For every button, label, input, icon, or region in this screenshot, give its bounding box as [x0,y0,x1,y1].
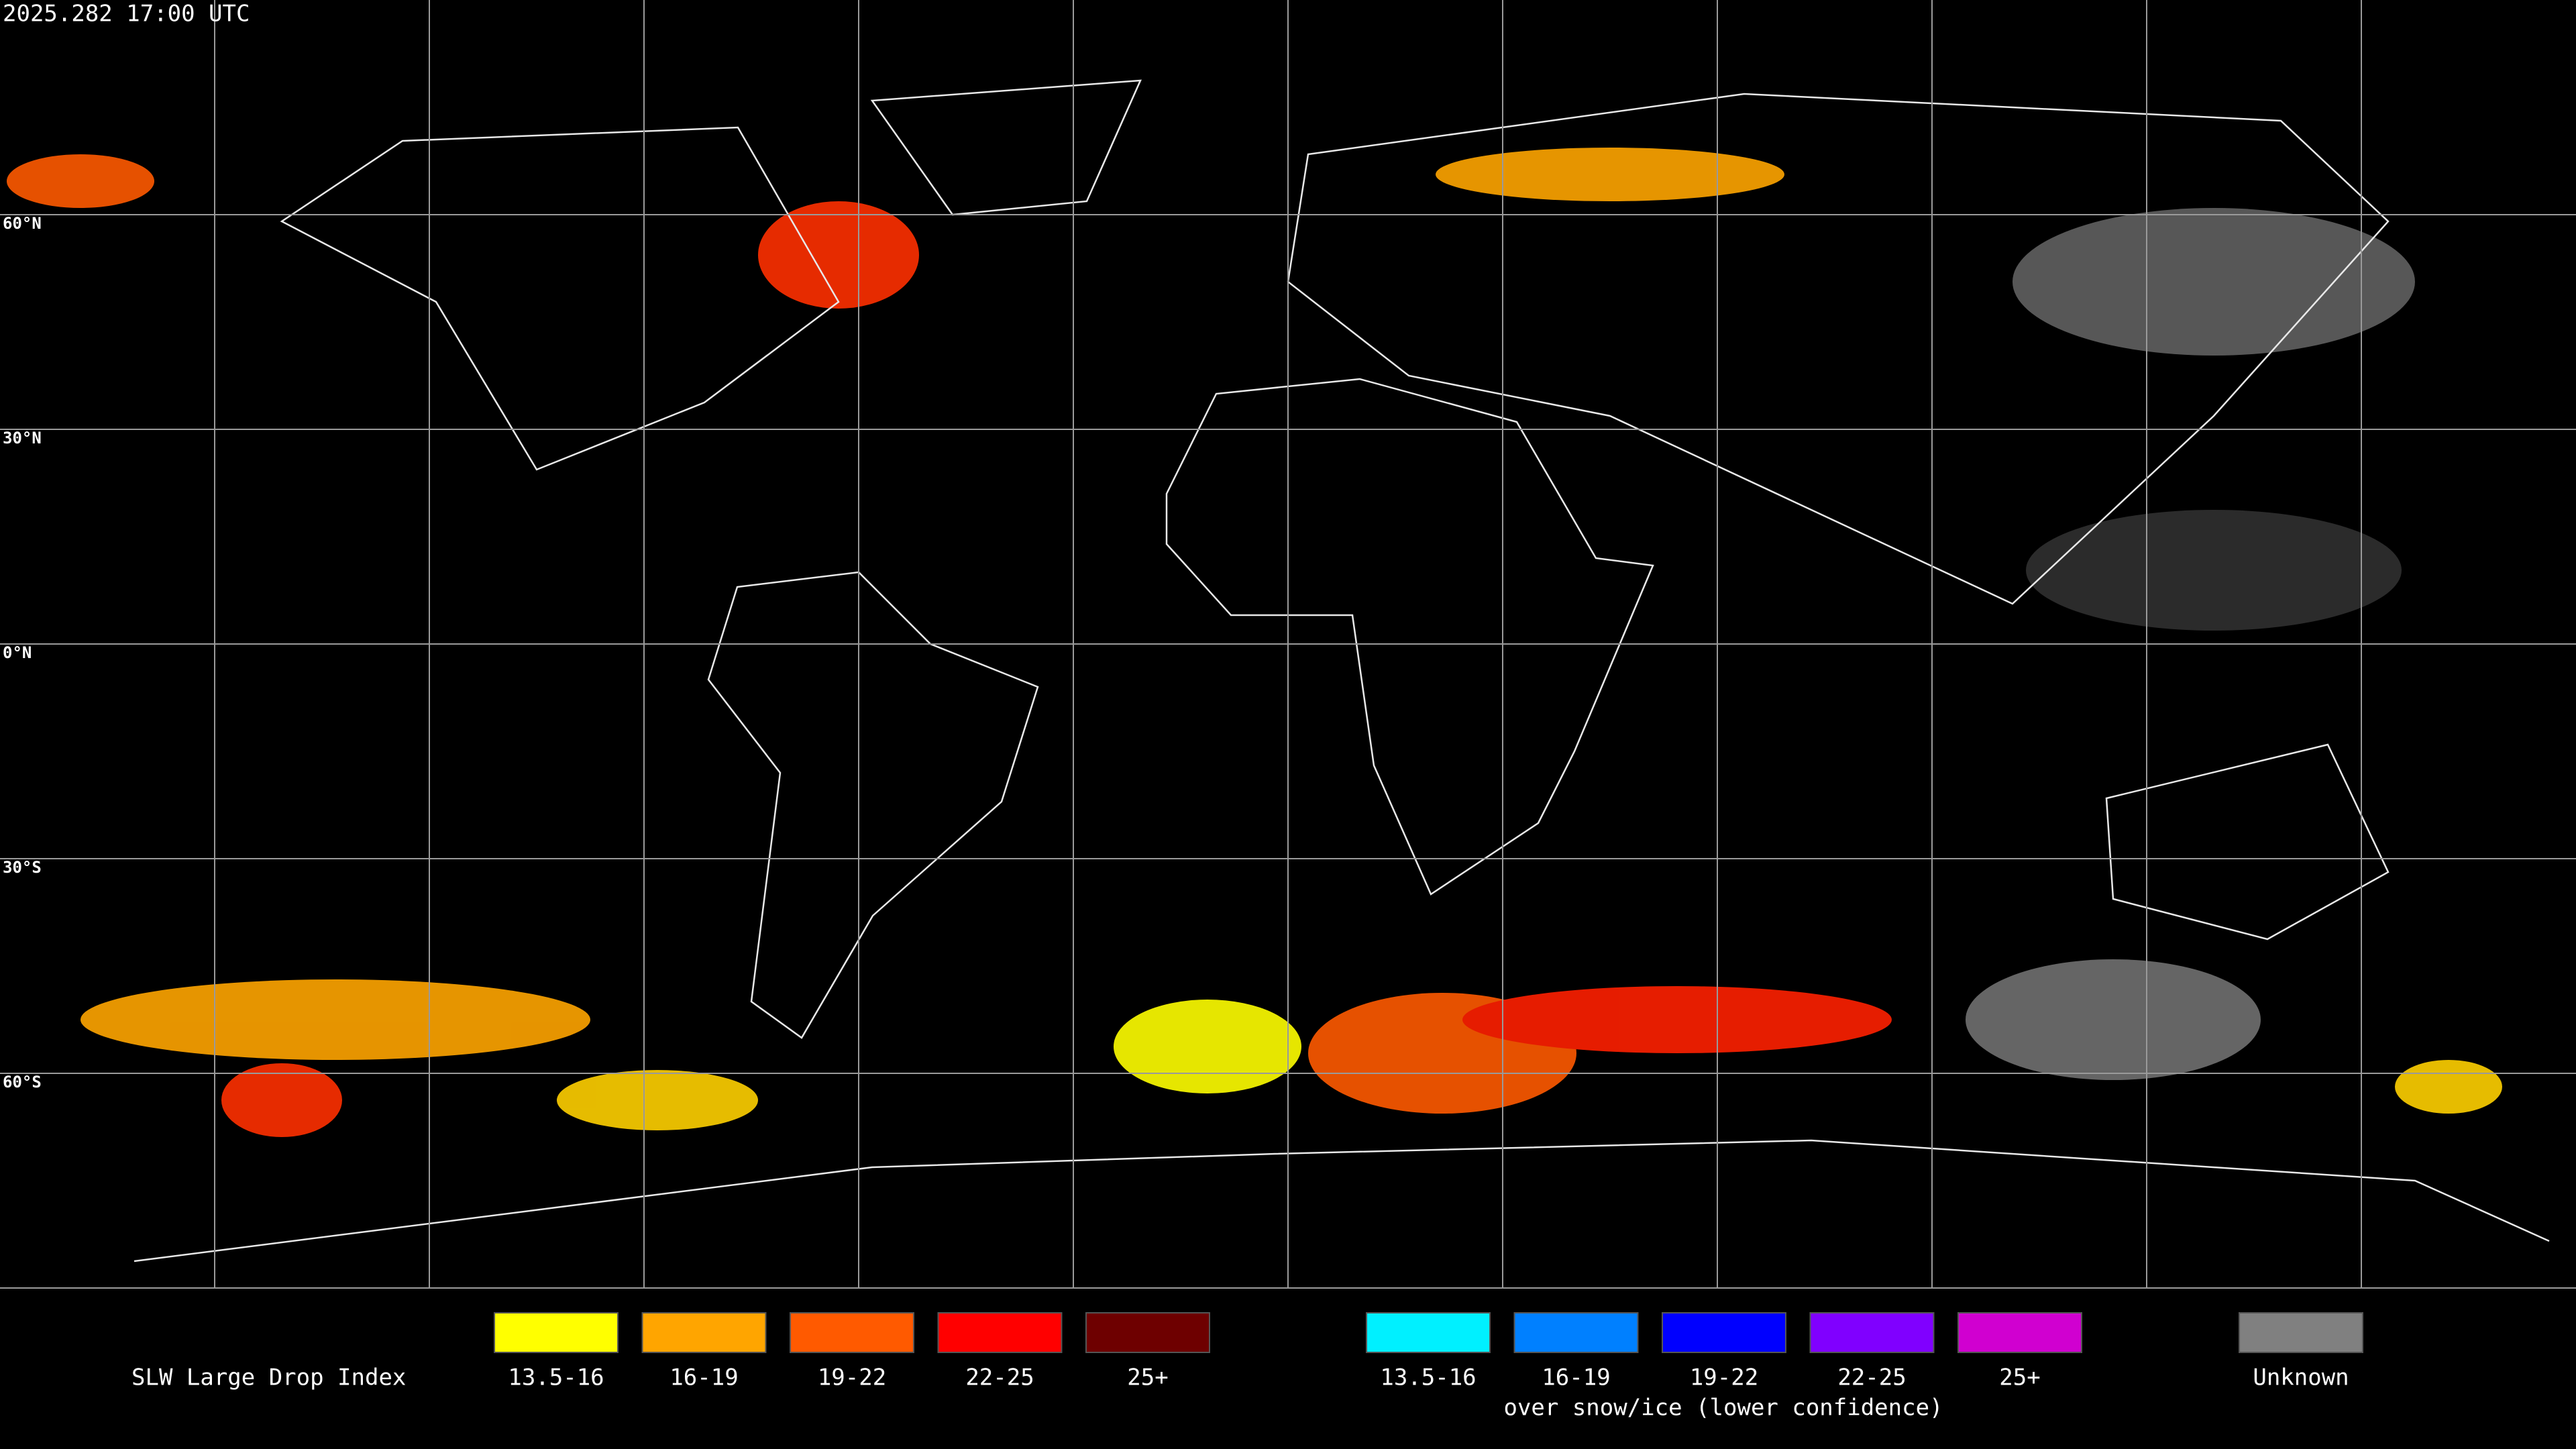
latitude-label: 60°S [3,1073,42,1091]
data-area [1114,1000,1301,1093]
coastline [870,79,1142,216]
data-area [2012,208,2415,356]
data-area [758,201,919,309]
latitude-label: 60°N [3,214,42,233]
latitude-label: 0°N [3,643,32,662]
legend-label: 19-22 [818,1364,886,1391]
data-area [221,1063,342,1137]
legend-swatch [2239,1312,2363,1353]
latitude-label: 30°N [3,429,42,447]
legend-label: 25+ [1999,1364,2040,1391]
coastline [133,1139,2550,1263]
latitude-label: 30°S [3,858,42,877]
timestamp: 2025.282 17:00 UTC [3,1,250,28]
legend-label: 16-19 [1542,1364,1610,1391]
legend-label: 22-25 [1837,1364,1906,1391]
data-area [7,154,154,208]
coastlines [133,79,2550,1263]
coastline [1165,378,1654,896]
legend-swatch [1085,1312,1210,1353]
legend-label: 25+ [1127,1364,1168,1391]
legend-swatch [1366,1312,1491,1353]
legend-label: 16-19 [669,1364,738,1391]
legend-label: 19-22 [1690,1364,1758,1391]
legend-label: 22-25 [965,1364,1034,1391]
data-area [2395,1060,2502,1114]
coastline [2105,743,2390,941]
legend-swatch [1809,1312,1935,1353]
legend-caption: over snow/ice (lower confidence) [1503,1395,1943,1421]
legend-swatch [641,1312,767,1353]
data-area [2026,510,2402,631]
legend-swatch [1662,1312,1786,1353]
data-area [557,1070,758,1130]
data-area [1462,986,1892,1053]
legend-swatch [937,1312,1063,1353]
coastline [1287,93,2390,605]
graticule [0,0,2576,1289]
legend-label: Unknown [2253,1364,2349,1391]
data-area [80,979,590,1060]
legend-swatch [1957,1312,2082,1353]
legend-swatch [1513,1312,1639,1353]
data-area [1436,148,1784,201]
legend-swatch [494,1312,619,1353]
legend-label: 13.5-16 [508,1364,604,1391]
legend-label: 13.5-16 [1380,1364,1476,1391]
legend-swatch [790,1312,914,1353]
data-area [1966,959,2261,1080]
data-overlay [7,148,2502,1137]
legend-title: SLW Large Drop Index [131,1364,406,1391]
coastline [280,126,840,471]
coastline [707,571,1039,1039]
